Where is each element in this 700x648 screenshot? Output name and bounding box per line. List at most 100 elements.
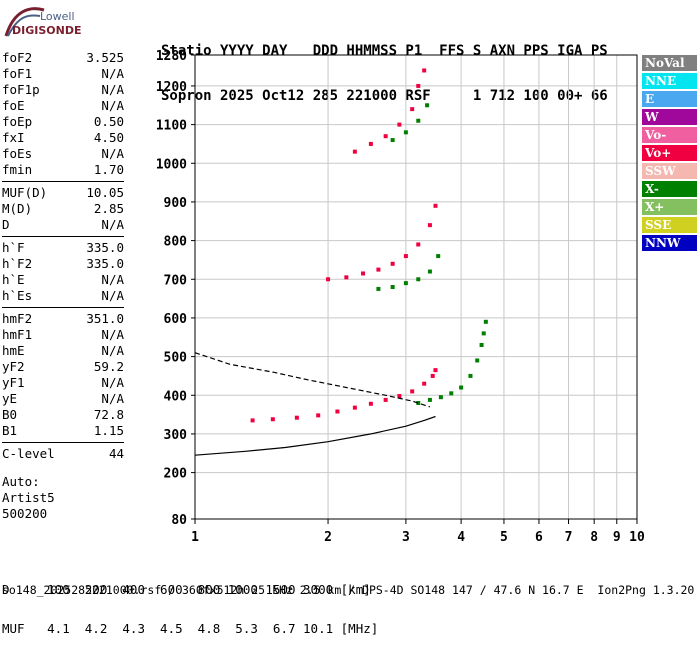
param-row: h`E N/A xyxy=(2,272,124,288)
auto-label: Auto: xyxy=(2,474,40,489)
divider xyxy=(2,307,124,308)
param-label: foF1 xyxy=(2,66,33,81)
trace-point xyxy=(344,275,349,280)
trace-point xyxy=(433,368,438,373)
param-group-1: foF2 3.525 foF1 N/A foF1p N/A foE N/A foEp 0.50 fx… xyxy=(2,50,124,178)
trace-point xyxy=(335,409,340,414)
param-value: N/A xyxy=(101,391,124,406)
param-group-2: MUF(D) 10.05 M(D) 2.85 D N/A xyxy=(2,185,124,233)
trace-point xyxy=(352,405,357,410)
param-value: 335.0 xyxy=(86,240,124,255)
x-tick-label: 8 xyxy=(590,530,598,545)
param-label: C-level xyxy=(2,446,55,461)
param-row: fxI 4.50 xyxy=(2,130,124,146)
y-tick-label: 1100 xyxy=(156,119,187,134)
legend-item: NoVal xyxy=(642,55,697,71)
divider xyxy=(2,236,124,237)
param-label: B1 xyxy=(2,423,18,438)
param-label: foF1p xyxy=(2,82,40,97)
trace-point xyxy=(427,397,432,402)
param-label: foEp xyxy=(2,114,33,129)
trace-point xyxy=(403,254,408,259)
file-info-footer: so148_2025285221000.rsf / 360fx512h 25 k… xyxy=(2,583,695,597)
y-tick-label: 1000 xyxy=(156,157,187,172)
param-value: N/A xyxy=(101,217,124,232)
param-row: foEp 0.50 xyxy=(2,114,124,130)
y-tick-label: 700 xyxy=(164,273,188,288)
logo-swoosh-icon xyxy=(4,7,45,37)
param-row: foF1p N/A xyxy=(2,82,124,98)
param-group-5: C-level 44 xyxy=(2,446,124,462)
param-value: N/A xyxy=(101,288,124,303)
muf-row: MUF 4.1 4.2 4.3 4.5 4.8 5.3 6.7 10.1 [MH… xyxy=(2,621,379,636)
param-row: hmF1 N/A xyxy=(2,327,124,343)
param-value: 2.85 xyxy=(93,201,124,216)
divider xyxy=(2,181,124,182)
y-tick-label: 200 xyxy=(164,467,188,482)
digisonde-logo xyxy=(4,6,74,40)
param-row: hmE N/A xyxy=(2,343,124,359)
x-tick-label: 2 xyxy=(324,530,332,545)
muf-table: D 100 200 400 600 800 1000 1500 3000 [km… xyxy=(2,557,378,648)
x-tick-label: 7 xyxy=(565,530,573,545)
param-value: 351.0 xyxy=(86,311,124,326)
distance-row: D 100 200 400 600 800 1000 1500 3000 [km… xyxy=(2,582,371,597)
param-row: D N/A xyxy=(2,217,124,233)
trace-point xyxy=(427,269,432,274)
y-tick-label: 1280 xyxy=(156,49,187,64)
trace-point xyxy=(410,107,415,112)
trace-point xyxy=(403,281,408,286)
trace-point xyxy=(459,385,464,390)
param-label: h`Es xyxy=(2,288,33,303)
param-row: h`Es N/A xyxy=(2,288,124,304)
trace-point xyxy=(436,254,441,259)
header-values: Sopron 2025 Oct12 285 221000 RSF 1 712 1… xyxy=(161,88,608,104)
param-value: 0.50 xyxy=(93,114,124,129)
param-row: B1 1.15 xyxy=(2,423,124,439)
trace-point xyxy=(390,285,395,289)
param-label: hmF2 xyxy=(2,311,33,326)
legend-item: SSW xyxy=(642,163,697,179)
autoscaling-info: Auto: Artist5 500200 xyxy=(2,474,55,522)
trace-point xyxy=(270,417,275,422)
trace-point xyxy=(316,413,321,418)
param-row: h`F 335.0 xyxy=(2,240,124,256)
trace-point xyxy=(376,267,381,272)
trace-point xyxy=(410,389,415,394)
legend-item: X+ xyxy=(642,199,697,215)
param-row: yF2 59.2 xyxy=(2,359,124,375)
logo-text-digisonde: DIGISONDE xyxy=(12,24,82,37)
profile-curves xyxy=(194,352,436,456)
trace-point xyxy=(430,373,435,378)
param-label: fmin xyxy=(2,162,33,177)
x-tick-label: 4 xyxy=(457,530,465,545)
trace-point xyxy=(481,331,486,336)
plot-frame xyxy=(194,54,638,520)
param-value: N/A xyxy=(101,327,124,342)
legend-item: X- xyxy=(642,181,697,197)
param-label: yE xyxy=(2,391,18,406)
trace-point xyxy=(422,68,427,73)
param-value: N/A xyxy=(101,272,124,287)
param-value: 59.2 xyxy=(93,359,124,374)
trace-point xyxy=(397,394,402,399)
ionogram-chart: 1 2 3 4 5 6 7 8 9 10 80 200 300 400 500 600 700 800 900 100… xyxy=(156,49,645,545)
profile-curve xyxy=(194,415,436,456)
param-value: 335.0 xyxy=(86,256,124,271)
legend-item: NNW xyxy=(642,235,697,251)
param-value: N/A xyxy=(101,146,124,161)
param-row: fmin 1.70 xyxy=(2,162,124,178)
param-label: M(D) xyxy=(2,201,33,216)
param-value: 10.05 xyxy=(86,185,124,200)
param-value: 72.8 xyxy=(93,407,124,422)
trace-point xyxy=(433,203,438,208)
param-group-4: hmF2 351.0 hmF1 N/A hmE N/A yF2 59.2 yF1 N/A yE N/A… xyxy=(2,311,124,439)
param-value: 3.525 xyxy=(86,50,124,65)
param-label: B0 xyxy=(2,407,18,422)
x-tick-label: 3 xyxy=(402,530,410,545)
param-row: MUF(D) 10.05 xyxy=(2,185,124,201)
param-label: hmE xyxy=(2,343,25,358)
parameter-panel: foF2 3.525 foF1 N/A foF1p N/A foE N/A foEp 0.50 fx… xyxy=(2,50,124,462)
param-label: h`E xyxy=(2,272,25,287)
profile-curve xyxy=(194,352,431,408)
